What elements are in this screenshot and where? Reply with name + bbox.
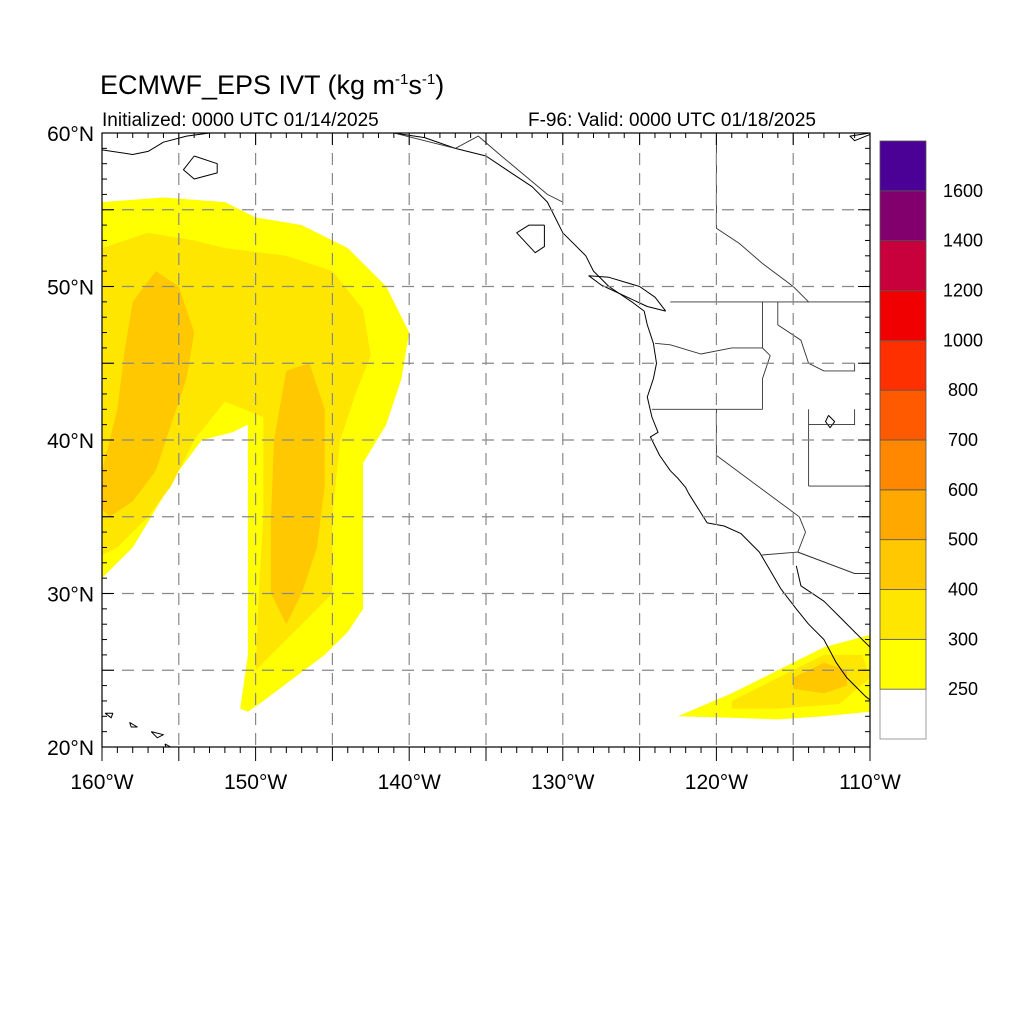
border-wa-or [654, 342, 763, 355]
colorbar-swatch [879, 240, 927, 291]
colorbar-label: 600 [948, 480, 978, 500]
colorbar-label: 1000 [943, 330, 983, 350]
colorbar-swatch [879, 489, 927, 541]
border-canada-bc-ak [393, 133, 564, 203]
coastline-hawaii-4 [164, 743, 172, 747]
border-mt-line [777, 301, 856, 372]
colorbar-swatch [879, 140, 927, 192]
colorbar: 250 300 400 500 600 700 800 1000 1200 1400 1600 [879, 140, 983, 740]
colorbar-label: 400 [948, 580, 978, 600]
init-time-label: Initialized: 0000 UTC 01/14/2025 [102, 110, 379, 131]
map-title: ECMWF_EPS IVT (kg m-1s-1) [100, 70, 445, 100]
colorbar-swatch [879, 539, 927, 590]
lat-tick-label: 50°N [47, 277, 94, 300]
ivt-region-plume-west-core-a [102, 271, 195, 517]
lat-lon-grid [102, 133, 870, 747]
coastline-gulf-california-east [795, 565, 870, 648]
border-id-line [762, 301, 771, 410]
lon-tick-label: 130°W [531, 771, 594, 794]
border-ca-nv [715, 409, 800, 518]
coastline-bc-coast [393, 133, 645, 312]
colorbar-swatch [879, 688, 927, 740]
lat-tick-label: 20°N [47, 737, 94, 760]
colorbar-label: 1400 [943, 231, 983, 251]
border-bc-ab [715, 133, 809, 303]
colorbar-label: 1600 [943, 181, 983, 201]
ivt-region-plume-west-core-b [271, 363, 325, 625]
lat-tick-label: 30°N [47, 584, 94, 607]
colorbar-swatch [879, 190, 927, 242]
axis-ticks [101, 132, 871, 761]
colorbar-swatch [879, 389, 927, 441]
lon-tick-label: 110°W [839, 771, 901, 794]
coastline-hawaii-1 [104, 712, 114, 719]
axis-labels: 160°W 150°W 140°W 130°W 120°W 110°W 60°N 50°N 40… [47, 123, 901, 794]
colorbar-label: 1200 [943, 281, 983, 301]
lon-tick-label: 150°W [224, 771, 287, 794]
border-mexico-us [760, 551, 870, 574]
valid-time-label: F-96: Valid: 0000 UTC 01/18/2025 [528, 110, 816, 131]
colorbar-swatch [879, 589, 927, 640]
lon-tick-label: 120°W [685, 771, 748, 794]
colorbar-label: 500 [948, 530, 978, 550]
coastline-hawaii-2 [129, 721, 138, 728]
border-az-line [797, 516, 855, 574]
colorbar-label: 700 [948, 430, 978, 450]
coastline-alaska-coast [102, 133, 210, 155]
coastline-great-salt-lake [825, 415, 836, 429]
coastline-hudson-tail [849, 133, 870, 142]
lon-tick-label: 160°W [70, 771, 133, 794]
coastline-us-west-coast [643, 310, 870, 701]
lat-tick-label: 40°N [47, 430, 94, 453]
coastline-haida-gwaii [516, 224, 545, 254]
colorbar-label: 800 [948, 380, 978, 400]
lat-tick-label: 60°N [47, 123, 94, 146]
colorbar-swatch [879, 439, 927, 491]
lon-tick-label: 140°W [378, 771, 441, 794]
coastline-hawaii-3 [150, 731, 164, 739]
colorbar-label: 300 [948, 629, 978, 649]
coastline-kodiak [182, 155, 218, 180]
coastline-vancouver-island [588, 275, 667, 312]
colorbar-swatch [879, 638, 927, 690]
border-ut-line [808, 409, 856, 426]
colorbar-label: 250 [948, 679, 978, 699]
colorbar-swatch [879, 339, 927, 391]
colorbar-swatch [879, 290, 927, 341]
